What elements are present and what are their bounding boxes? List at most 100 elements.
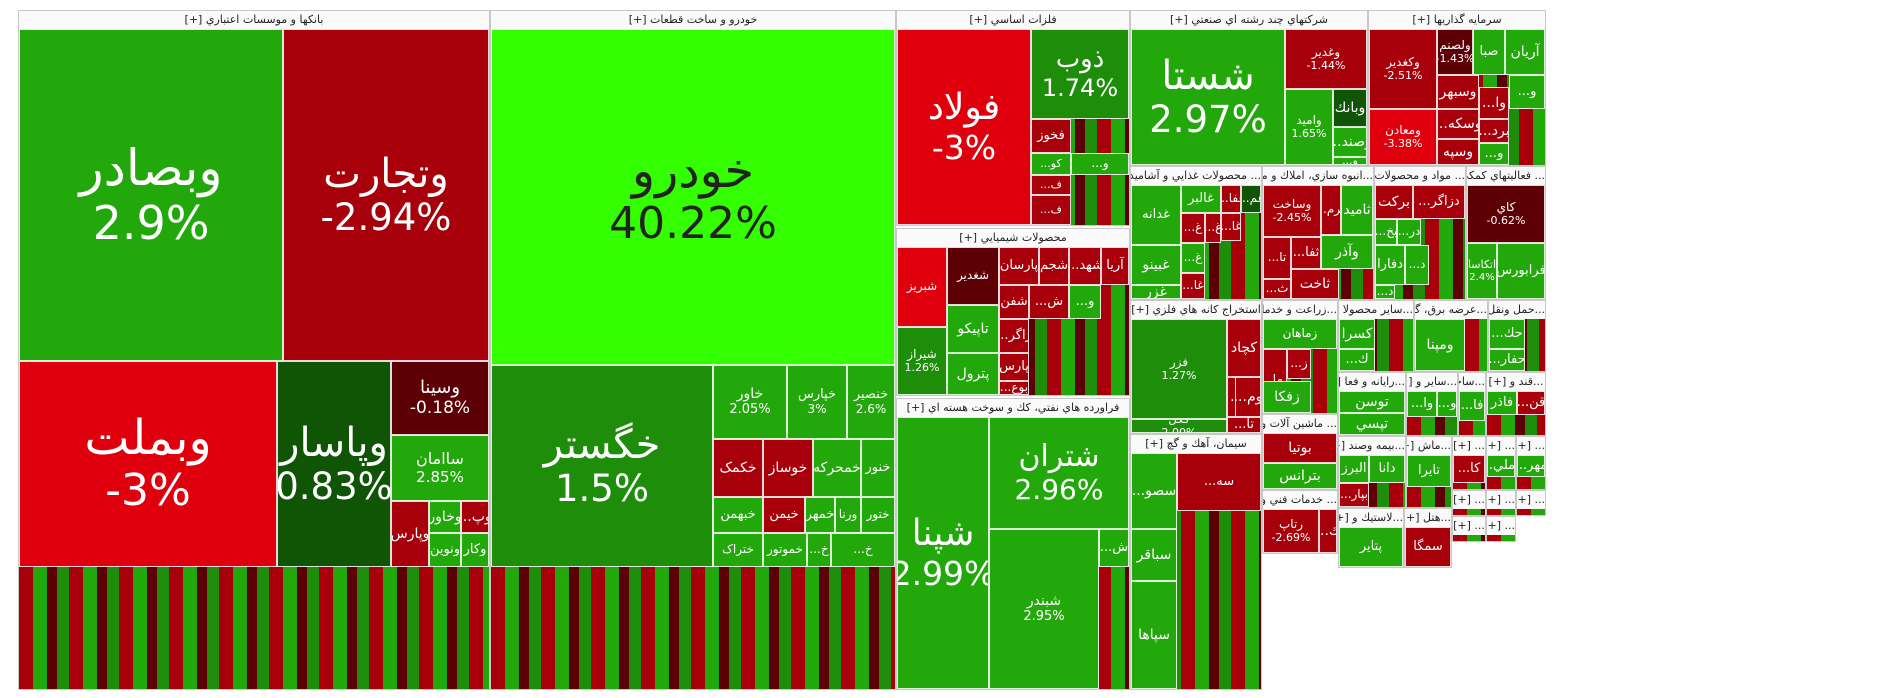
treemap-tile[interactable]: بركت [1375,185,1413,219]
treemap-tile[interactable]: شفن [999,285,1029,319]
treemap-tile[interactable]: پترول [947,353,999,395]
treemap-tile[interactable]: غبينو [1131,245,1181,285]
treemap-tile[interactable]: كسرا [1339,319,1375,349]
treemap-tile[interactable]: غزر [1131,285,1181,299]
sector-title[interactable]: ...ساير محصولا [+] [1339,301,1413,320]
treemap-tile[interactable]: ...ثفا [1291,237,1321,269]
sector-title[interactable]: ...ماش [+] [1407,437,1451,456]
treemap-tile[interactable]: كچاد [1227,319,1261,377]
treemap-tile[interactable]: شجم [1039,247,1069,285]
sector-title[interactable]: ...ساخت [+] [1459,373,1485,392]
sector-title[interactable]: استخراج كانه هاي فلزي [+] [1131,301,1261,320]
treemap-tile[interactable]: ...غ [1181,243,1205,273]
treemap-tile[interactable]: فزر 1.27% [1131,319,1227,419]
treemap-tile[interactable]: ...دزاگر [1413,185,1465,219]
treemap-tile[interactable]: ...و [1333,157,1367,165]
treemap-tile[interactable]: ثاخت [1291,269,1339,299]
treemap-tile[interactable]: ...وملي [1487,455,1515,477]
treemap-tile[interactable]: ورنا [835,497,861,533]
treemap-tile[interactable]: تاپيكو [947,305,999,353]
treemap-tile[interactable]: زفكا [1263,381,1311,413]
treemap-tile[interactable]: شبندر 2.95% [989,529,1099,689]
treemap-tile[interactable]: خمحركه [813,439,861,497]
treemap-tile[interactable]: خموتور [763,533,807,567]
treemap-tile[interactable]: بترانس [1263,463,1337,489]
sector-title[interactable]: فلزات اساسي [+] [897,11,1129,30]
sector-title[interactable]: ... [+] [1487,517,1515,536]
treemap-tile[interactable]: تايرا [1407,455,1451,487]
treemap-tile[interactable]: وسبهر [1437,75,1479,109]
treemap-tile[interactable]: ...وپ [461,501,489,533]
sector-title[interactable]: ... [+] [1453,517,1485,536]
treemap-tile[interactable]: ...سه [1177,453,1261,511]
treemap-tile[interactable]: وامید 1.65% [1285,89,1333,165]
sector-title[interactable]: ... [+] [1453,491,1485,510]
treemap-tile[interactable]: ونوين [429,533,461,567]
treemap-tile[interactable]: ...در [1397,219,1421,245]
sector-title[interactable]: ...عرضه برق، گا [+] [1415,301,1487,320]
treemap-tile[interactable]: ...شهد [1069,247,1101,285]
sector-title[interactable]: ...انبوه سازي، املاك و مس [+] [1263,167,1373,186]
sector-title[interactable]: ... محصولات غذايي و آشاميدني [+] [1131,167,1261,186]
sector-title[interactable]: ... [+] [1453,437,1485,456]
treemap-tile[interactable]: ...بوع [999,381,1029,395]
treemap-tile[interactable]: ...حك [1489,319,1525,349]
treemap-tile[interactable]: ...قن [1517,391,1545,415]
treemap-tile[interactable]: توسن [1339,391,1405,413]
treemap-tile[interactable]: شستا 2.97% [1131,29,1285,165]
treemap-tile[interactable]: شیراز 1.26% [897,327,947,395]
treemap-tile[interactable]: وخاور [429,501,461,533]
treemap-tile[interactable]: فولاد -3% [897,29,1031,225]
treemap-tile[interactable]: خنصير 2.6% [847,365,895,439]
treemap-tile[interactable]: شتران 2.96% [989,417,1129,529]
treemap-tile[interactable]: ...كو [1031,153,1071,175]
treemap-tile[interactable]: ...تا [1227,417,1261,433]
treemap-tile[interactable]: ...سصو [1131,453,1177,529]
treemap-tile[interactable]: زماهان [1263,319,1337,349]
sector-title[interactable]: ...رايانه و فعا [+] [1339,373,1405,392]
treemap-tile[interactable]: پتاير [1339,527,1403,567]
treemap-tile[interactable]: ...ث [1263,279,1291,299]
treemap-tile[interactable]: ...غم [1241,185,1261,213]
treemap-tile[interactable]: سمگا [1405,527,1451,567]
treemap-tile[interactable]: ...و [1071,153,1129,175]
treemap-tile[interactable]: خوساز [763,439,813,497]
treemap-tile[interactable]: ...حفار [1489,349,1525,371]
sector-title[interactable]: سرمايه گذاريها [+] [1369,11,1545,30]
treemap-tile[interactable]: شغدير [947,247,999,305]
treemap-tile[interactable]: ...وا [1407,391,1437,417]
treemap-tile[interactable]: ...و [1437,391,1457,417]
treemap-tile[interactable]: رتاپ -2.69% [1263,509,1319,553]
treemap-tile[interactable]: ...غفا [1221,185,1241,213]
sector-title[interactable]: ...بيمه وصند [+] [1339,437,1405,456]
treemap-tile[interactable]: ...بخ [1375,219,1397,245]
sector-title[interactable]: ...حمل ونقل [+] [1489,301,1545,320]
treemap-tile[interactable]: ...فا [1459,391,1485,421]
treemap-tile[interactable]: پارسان [999,247,1039,285]
treemap-tile[interactable]: خپارس 3% [787,365,847,439]
treemap-tile[interactable]: وساخت -2.45% [1263,185,1321,237]
treemap-tile[interactable]: پارس [999,353,1029,381]
treemap-tile[interactable]: ...ف [1031,175,1071,195]
treemap-tile[interactable]: وبصادر 2.9% [19,29,283,361]
treemap-tile[interactable]: ومپنا [1415,319,1465,371]
treemap-tile[interactable]: ...و [1069,285,1101,319]
treemap-tile[interactable]: فاذر [1487,391,1517,415]
treemap-tile[interactable]: ختور [861,497,895,533]
treemap-tile[interactable]: ...و [1509,75,1545,109]
treemap-tile[interactable]: خيمن [763,497,805,533]
treemap-tile[interactable]: خنور [861,439,895,497]
treemap-tile[interactable]: شبریز [897,247,947,327]
treemap-tile[interactable]: وسپه [1437,139,1479,165]
treemap-tile[interactable]: وآذر [1321,235,1373,269]
treemap-tile[interactable]: ...و [1479,143,1509,165]
sector-title[interactable]: سيمان، آهك و گچ [+] [1131,435,1261,454]
treemap-tile[interactable]: آريا [1101,247,1129,285]
sector-title[interactable]: بانکها و موسسات اعتباري [+] [19,11,489,30]
treemap-tile[interactable]: خبهمن [713,497,763,533]
treemap-tile[interactable]: خودرو 40.22% [491,29,895,365]
treemap-tile[interactable]: خاور 2.05% [713,365,787,439]
sector-title[interactable]: ...لاستيك و [+] [1339,509,1403,528]
treemap-tile[interactable]: سباقر [1131,529,1177,581]
treemap-tile[interactable]: کگل2.00% [1131,419,1227,433]
